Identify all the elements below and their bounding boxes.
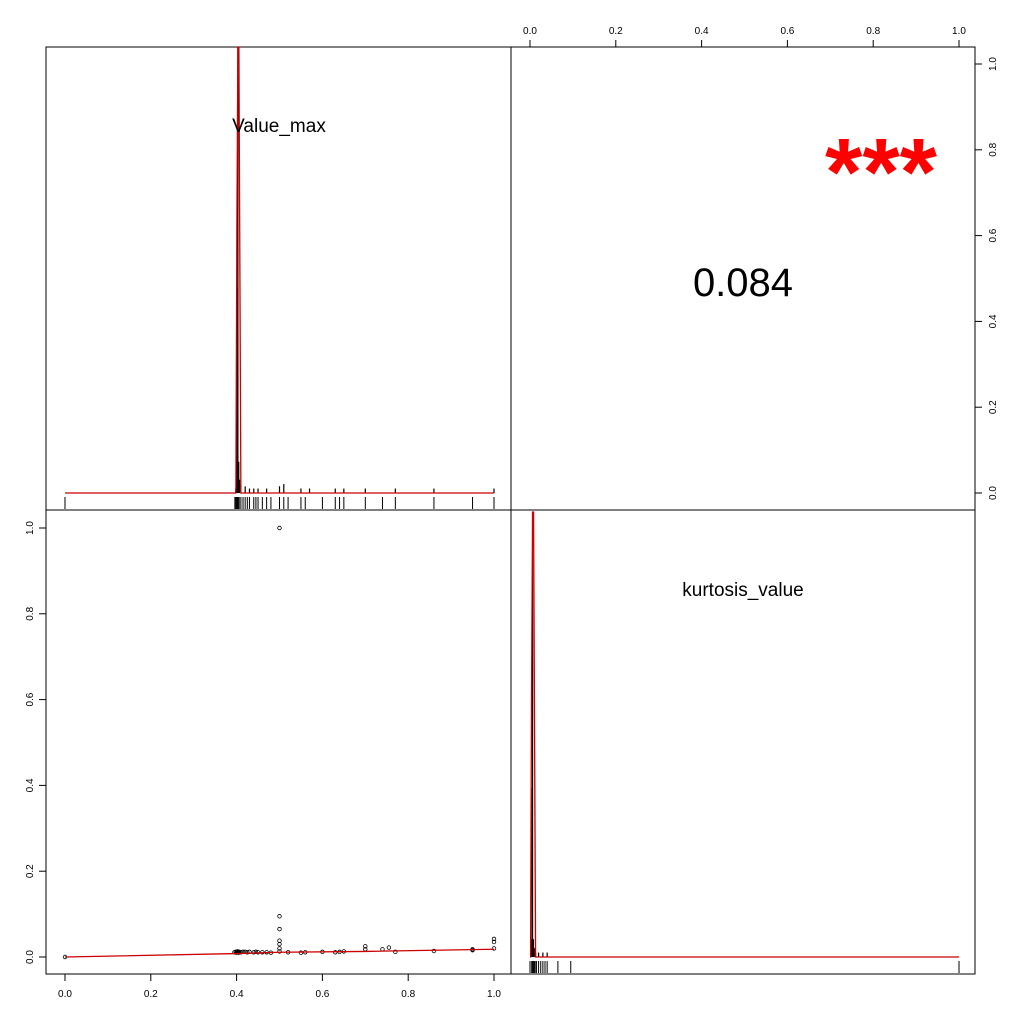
value-max-hist-bar — [248, 488, 251, 493]
right-axis-tick-label: 0.4 — [988, 314, 999, 328]
scatter-point — [253, 949, 259, 955]
left-axis-tick-label: 1.0 — [25, 521, 36, 535]
top-axis-tick-label: 0.2 — [609, 26, 623, 37]
variable-label-kurtosis-value: kurtosis_value — [682, 580, 803, 601]
value-max-hist-bar — [278, 486, 281, 493]
value-max-hist-bar — [236, 287, 238, 493]
value-max-hist-bar — [266, 488, 268, 493]
histogram-kurtosis-value — [529, 511, 960, 973]
top-axis-tick-label: 0.6 — [780, 26, 794, 37]
axes: 0.0 0.2 0.4 0.6 0.8 1.0 0.0 0.2 0.4 0.6 0.8 1.0 0.0 0… — [25, 26, 999, 1000]
value-max-hist-bar — [364, 488, 366, 493]
value-max-hist-density-line — [65, 46, 494, 494]
value-max-hist-bar — [334, 488, 336, 493]
scatter-point — [277, 938, 282, 943]
value-max-hist-bar — [343, 488, 345, 493]
scatter-point — [277, 525, 282, 531]
value-max-hist-bar — [239, 479, 241, 493]
histogram-value-max — [64, 46, 495, 509]
scatter-point — [363, 944, 368, 949]
panel-kurtosis-diagonal — [510, 509, 976, 975]
right-axis-tick-label: 1.0 — [988, 57, 999, 71]
left-axis-tick-label: 0.4 — [25, 778, 36, 792]
left-axis-tick-label: 0.6 — [25, 692, 36, 706]
kurtosis-hist-bar — [546, 952, 548, 957]
scatter-point — [277, 946, 282, 951]
scatter-point — [386, 945, 392, 950]
value-max-hist-bar — [493, 488, 495, 493]
scatter-point — [277, 914, 282, 919]
value-max-hist-bar — [433, 488, 435, 493]
bottom-axis-tick-label: 0.0 — [58, 989, 72, 1000]
scatter-point — [277, 926, 282, 932]
kurtosis-hist-density-line — [529, 511, 959, 958]
top-axis-tick-label: 0.0 — [523, 26, 537, 37]
bottom-axis-tick-label: 1.0 — [487, 989, 501, 1000]
correlation-value: 0.084 — [693, 261, 793, 305]
left-axis-tick-label: 0.0 — [25, 950, 36, 964]
variable-label-value-max: Value_max — [232, 116, 326, 137]
scatter-points — [62, 525, 497, 960]
bottom-axis-tick-label: 0.4 — [230, 989, 244, 1000]
value-max-hist-bar — [238, 461, 240, 493]
kurtosis-hist-bar — [542, 952, 544, 957]
kurtosis-hist-bar — [532, 939, 535, 957]
value-max-hist-bar — [244, 486, 246, 493]
value-max-hist-bar — [253, 488, 255, 493]
value-max-hist-bar — [237, 47, 239, 493]
value-max-hist-bar — [300, 488, 302, 493]
scatter-point — [251, 950, 256, 955]
bottom-axis-tick-label: 0.2 — [144, 989, 158, 1000]
top-axis-tick-label: 1.0 — [952, 26, 966, 37]
right-axis-tick-label: 0.2 — [988, 400, 999, 414]
significance-stars: *** — [825, 119, 938, 226]
value-max-hist-bar — [394, 488, 396, 493]
scatter-point — [277, 949, 282, 954]
scatter-point — [245, 950, 250, 955]
scatter-point — [491, 939, 497, 945]
left-axis-tick-label: 0.2 — [25, 864, 36, 878]
value-max-hist-bar — [257, 488, 259, 493]
right-axis-tick-label: 0.0 — [988, 486, 999, 500]
kurtosis-hist-bar — [531, 512, 534, 957]
kurtosis-hist-bar — [533, 948, 535, 957]
scatter-point — [431, 948, 437, 954]
value-max-hist-bar — [308, 488, 311, 493]
scatter-fit-line — [64, 948, 495, 958]
scatter-point — [491, 946, 497, 951]
top-axis-tick-label: 0.4 — [695, 26, 709, 37]
value-max-hist-bar — [283, 484, 285, 493]
top-axis-tick-label: 0.8 — [866, 26, 880, 37]
bottom-axis-tick-label: 0.8 — [401, 989, 415, 1000]
kurtosis-hist-bar — [537, 952, 540, 957]
right-axis-tick-label: 0.6 — [988, 228, 999, 242]
left-axis-tick-label: 0.8 — [25, 606, 36, 620]
bottom-axis-tick-label: 0.6 — [315, 989, 329, 1000]
scatter-point — [491, 936, 497, 942]
scatter-point — [393, 949, 398, 955]
right-axis-tick-label: 0.8 — [988, 142, 999, 156]
panel-scatter — [45, 509, 512, 975]
